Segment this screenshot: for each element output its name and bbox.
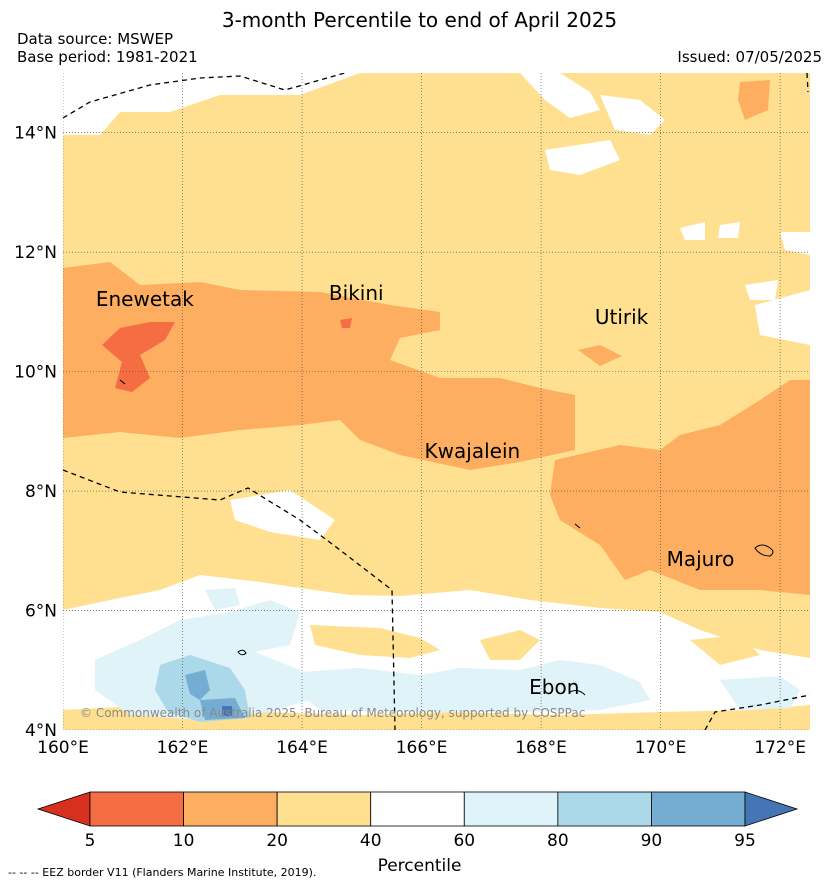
place-label-majuro: Majuro [667,547,735,571]
normal-region-north [520,73,600,118]
longitude-tick-label: 166°E [396,738,448,758]
percentile-band-60-80-south [300,660,650,712]
colorbar-tick-label: 10 [173,831,195,851]
percentile-band-5-10 [102,322,175,392]
percentile-band-10-20-east [550,380,810,595]
percentile-strip-south [63,705,810,730]
percentile-band-90-95 [185,670,210,700]
normal-patch [780,232,810,255]
latitude-tick-label: 12°N [14,243,57,263]
longitude-tick-label: 170°E [635,738,687,758]
copyright-notice: © Commonwealth of Australia 2025, Bureau… [80,706,585,720]
latitude-tick-label: 14°N [14,124,57,144]
place-label-ebon: Ebon [529,675,579,699]
colorbar-segment-below-5 [36,791,91,827]
place-labels: Enewetak Bikini Utirik Kwajalein Majuro Ebon [96,281,734,699]
percentile-band-10-20-north-east [738,80,770,120]
normal-region-north-west [63,73,360,135]
percentile-patch-south [690,635,760,665]
latitude-tick-label: 4°N [25,721,57,741]
colorbar-title: Percentile [377,856,462,876]
issued-date-label: Issued: 07/05/2025 [677,48,822,66]
place-label-enewetak: Enewetak [96,287,194,311]
latitude-tick-label: 10°N [14,363,57,383]
percentile-patch-south [480,630,540,660]
eez-border [63,73,346,119]
colorbar-segment [463,791,559,827]
latitude-tick-label: 8°N [25,482,57,502]
atoll-outline [754,544,774,557]
colorbar-segment [370,791,465,827]
eez-border-legend: -- -- -- EEZ border V11 (Flanders Marine… [8,866,317,879]
percentile-patch [340,318,352,328]
percentile-patch [720,676,800,710]
longitude-tick-labels: 160°E 162°E 164°E 166°E 168°E 170°E 172°E [37,738,806,758]
longitude-tick-label: 172°E [754,738,806,758]
longitude-tick-label: 164°E [276,738,328,758]
latitude-tick-label: 6°N [25,602,57,622]
normal-region-center-north [545,140,620,175]
percentile-patch [205,588,240,610]
longitude-tick-label: 160°E [37,738,89,758]
atoll-outline [119,379,126,385]
colorbar-segment [557,791,652,827]
colorbar-segment-above-95 [744,791,799,827]
place-label-utirik: Utirik [595,305,649,329]
colorbar-tick-label: 40 [360,831,382,851]
latitude-tick-labels: 14°N 12°N 10°N 8°N 6°N 4°N [14,124,57,741]
normal-region-north-2 [600,95,665,135]
normal-patch [745,280,778,300]
colorbar-tick-label: 60 [453,831,475,851]
colorbar: 5 10 20 40 60 80 90 95 [36,791,799,851]
colorbar-tick-label: 95 [734,831,756,851]
longitude-tick-label: 162°E [157,738,209,758]
percentile-patch [578,345,622,366]
map-plot-area: © Commonwealth of Australia 2025, Bureau… [63,73,810,730]
colorbar-segment [651,791,746,827]
data-source-label: Data source: MSWEP [17,30,174,48]
colorbar-tick-label: 5 [85,831,96,851]
colorbar-tick-label: 90 [641,831,663,851]
map-title: 3-month Percentile to end of April 2025 [221,8,618,32]
colorbar-segment [183,791,278,827]
atoll-outline [574,523,581,529]
eez-border [704,694,810,730]
base-period-label: Base period: 1981-2021 [17,48,198,66]
percentile-band-10-20-west [63,262,575,470]
normal-region-east [755,290,810,345]
colorbar-tick-label: 20 [266,831,288,851]
normal-region-central [230,490,335,540]
place-label-bikini: Bikini [329,281,384,305]
atoll-outline [569,690,586,696]
longitude-tick-label: 168°E [515,738,567,758]
normal-patch [718,222,740,238]
place-label-kwajalein: Kwajalein [425,439,521,463]
atoll-outline [237,649,247,656]
eez-border [806,73,809,93]
colorbar-segment [89,791,184,827]
colorbar-tick-label: 80 [547,831,569,851]
percentile-band-above-95 [222,706,232,716]
colorbar-segment [276,791,372,827]
percentile-patch-south [310,625,440,658]
normal-patch [680,222,705,240]
